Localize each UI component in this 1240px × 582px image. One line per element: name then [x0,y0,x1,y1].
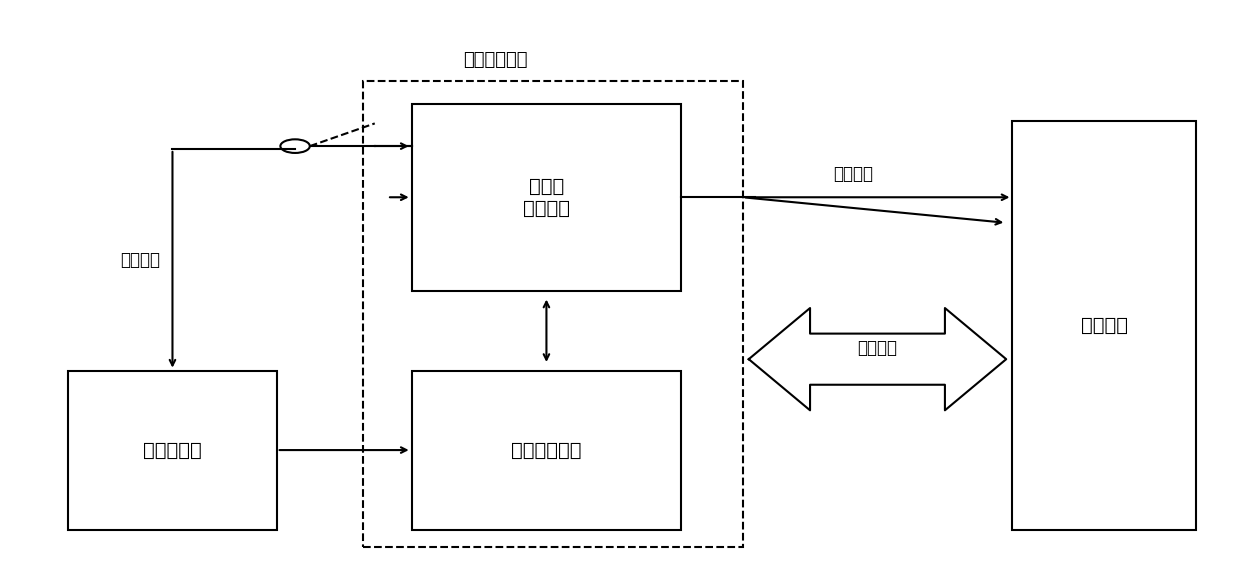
Text: 激励源
控制单元: 激励源 控制单元 [523,177,570,218]
Text: 模数转换单元: 模数转换单元 [511,441,582,460]
Text: 微处理器: 微处理器 [1081,315,1128,335]
FancyBboxPatch shape [412,104,681,291]
FancyBboxPatch shape [412,371,681,530]
Text: 通信接口: 通信接口 [858,339,898,357]
FancyBboxPatch shape [68,371,277,530]
Text: 激励电压: 激励电压 [120,251,160,269]
Text: 称重传感器: 称重传感器 [143,441,202,460]
Text: 中断唤醒: 中断唤醒 [833,165,873,183]
Text: 模数转换芯片: 模数转换芯片 [464,51,528,69]
FancyBboxPatch shape [1012,120,1197,530]
